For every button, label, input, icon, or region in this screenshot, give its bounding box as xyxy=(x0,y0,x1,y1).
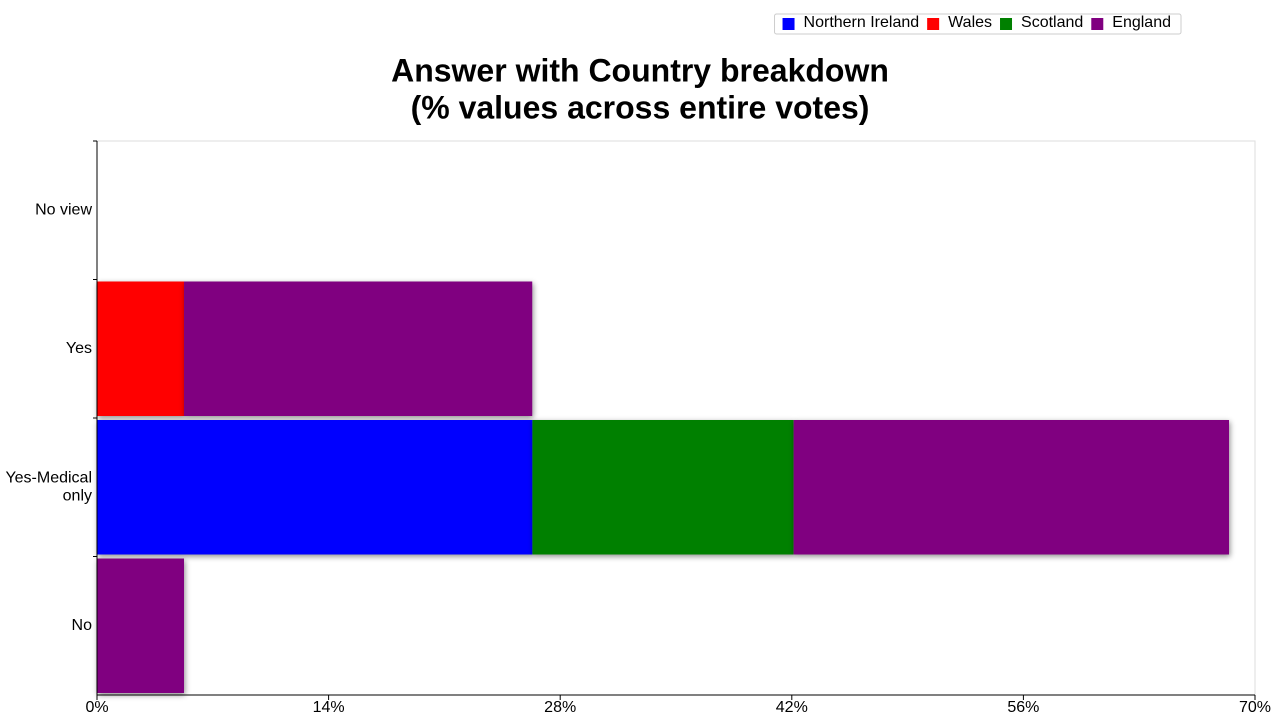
legend-swatch xyxy=(1000,18,1013,30)
y-tick-label: Yes xyxy=(66,340,92,357)
x-tick-label: 42% xyxy=(776,699,808,716)
bar-segment xyxy=(97,281,185,416)
plot-area xyxy=(96,140,1256,696)
bar-segment xyxy=(532,420,794,555)
bar-segment xyxy=(793,420,1230,555)
x-tick-label: 0% xyxy=(85,699,108,716)
x-tick-label: 28% xyxy=(544,699,576,716)
x-tick-label: 14% xyxy=(313,699,345,716)
legend-label: Northern Ireland xyxy=(804,14,920,31)
legend-swatch xyxy=(782,18,795,30)
legend-label: Scotland xyxy=(1021,14,1083,31)
bar-segment xyxy=(97,558,185,693)
legend-box xyxy=(774,13,1182,35)
bar-segment xyxy=(97,420,533,555)
y-tick-label: No xyxy=(72,617,93,634)
legend-swatch xyxy=(927,18,940,30)
legend-label: England xyxy=(1112,14,1171,31)
legend: Northern Ireland Wales Scotland England xyxy=(774,13,1182,35)
y-tick-label: Yes-Medical only xyxy=(5,469,92,504)
x-tick-label: 56% xyxy=(1007,699,1039,716)
legend-swatch xyxy=(1091,18,1104,30)
chart-subtitle: (% values across entire votes) xyxy=(411,89,870,125)
y-tick-label: No view xyxy=(35,201,92,218)
legend-label: Wales xyxy=(948,14,992,31)
bar-segment xyxy=(184,281,533,416)
chart-title: Answer with Country breakdown xyxy=(391,52,889,88)
x-tick-label: 70% xyxy=(1239,699,1271,716)
